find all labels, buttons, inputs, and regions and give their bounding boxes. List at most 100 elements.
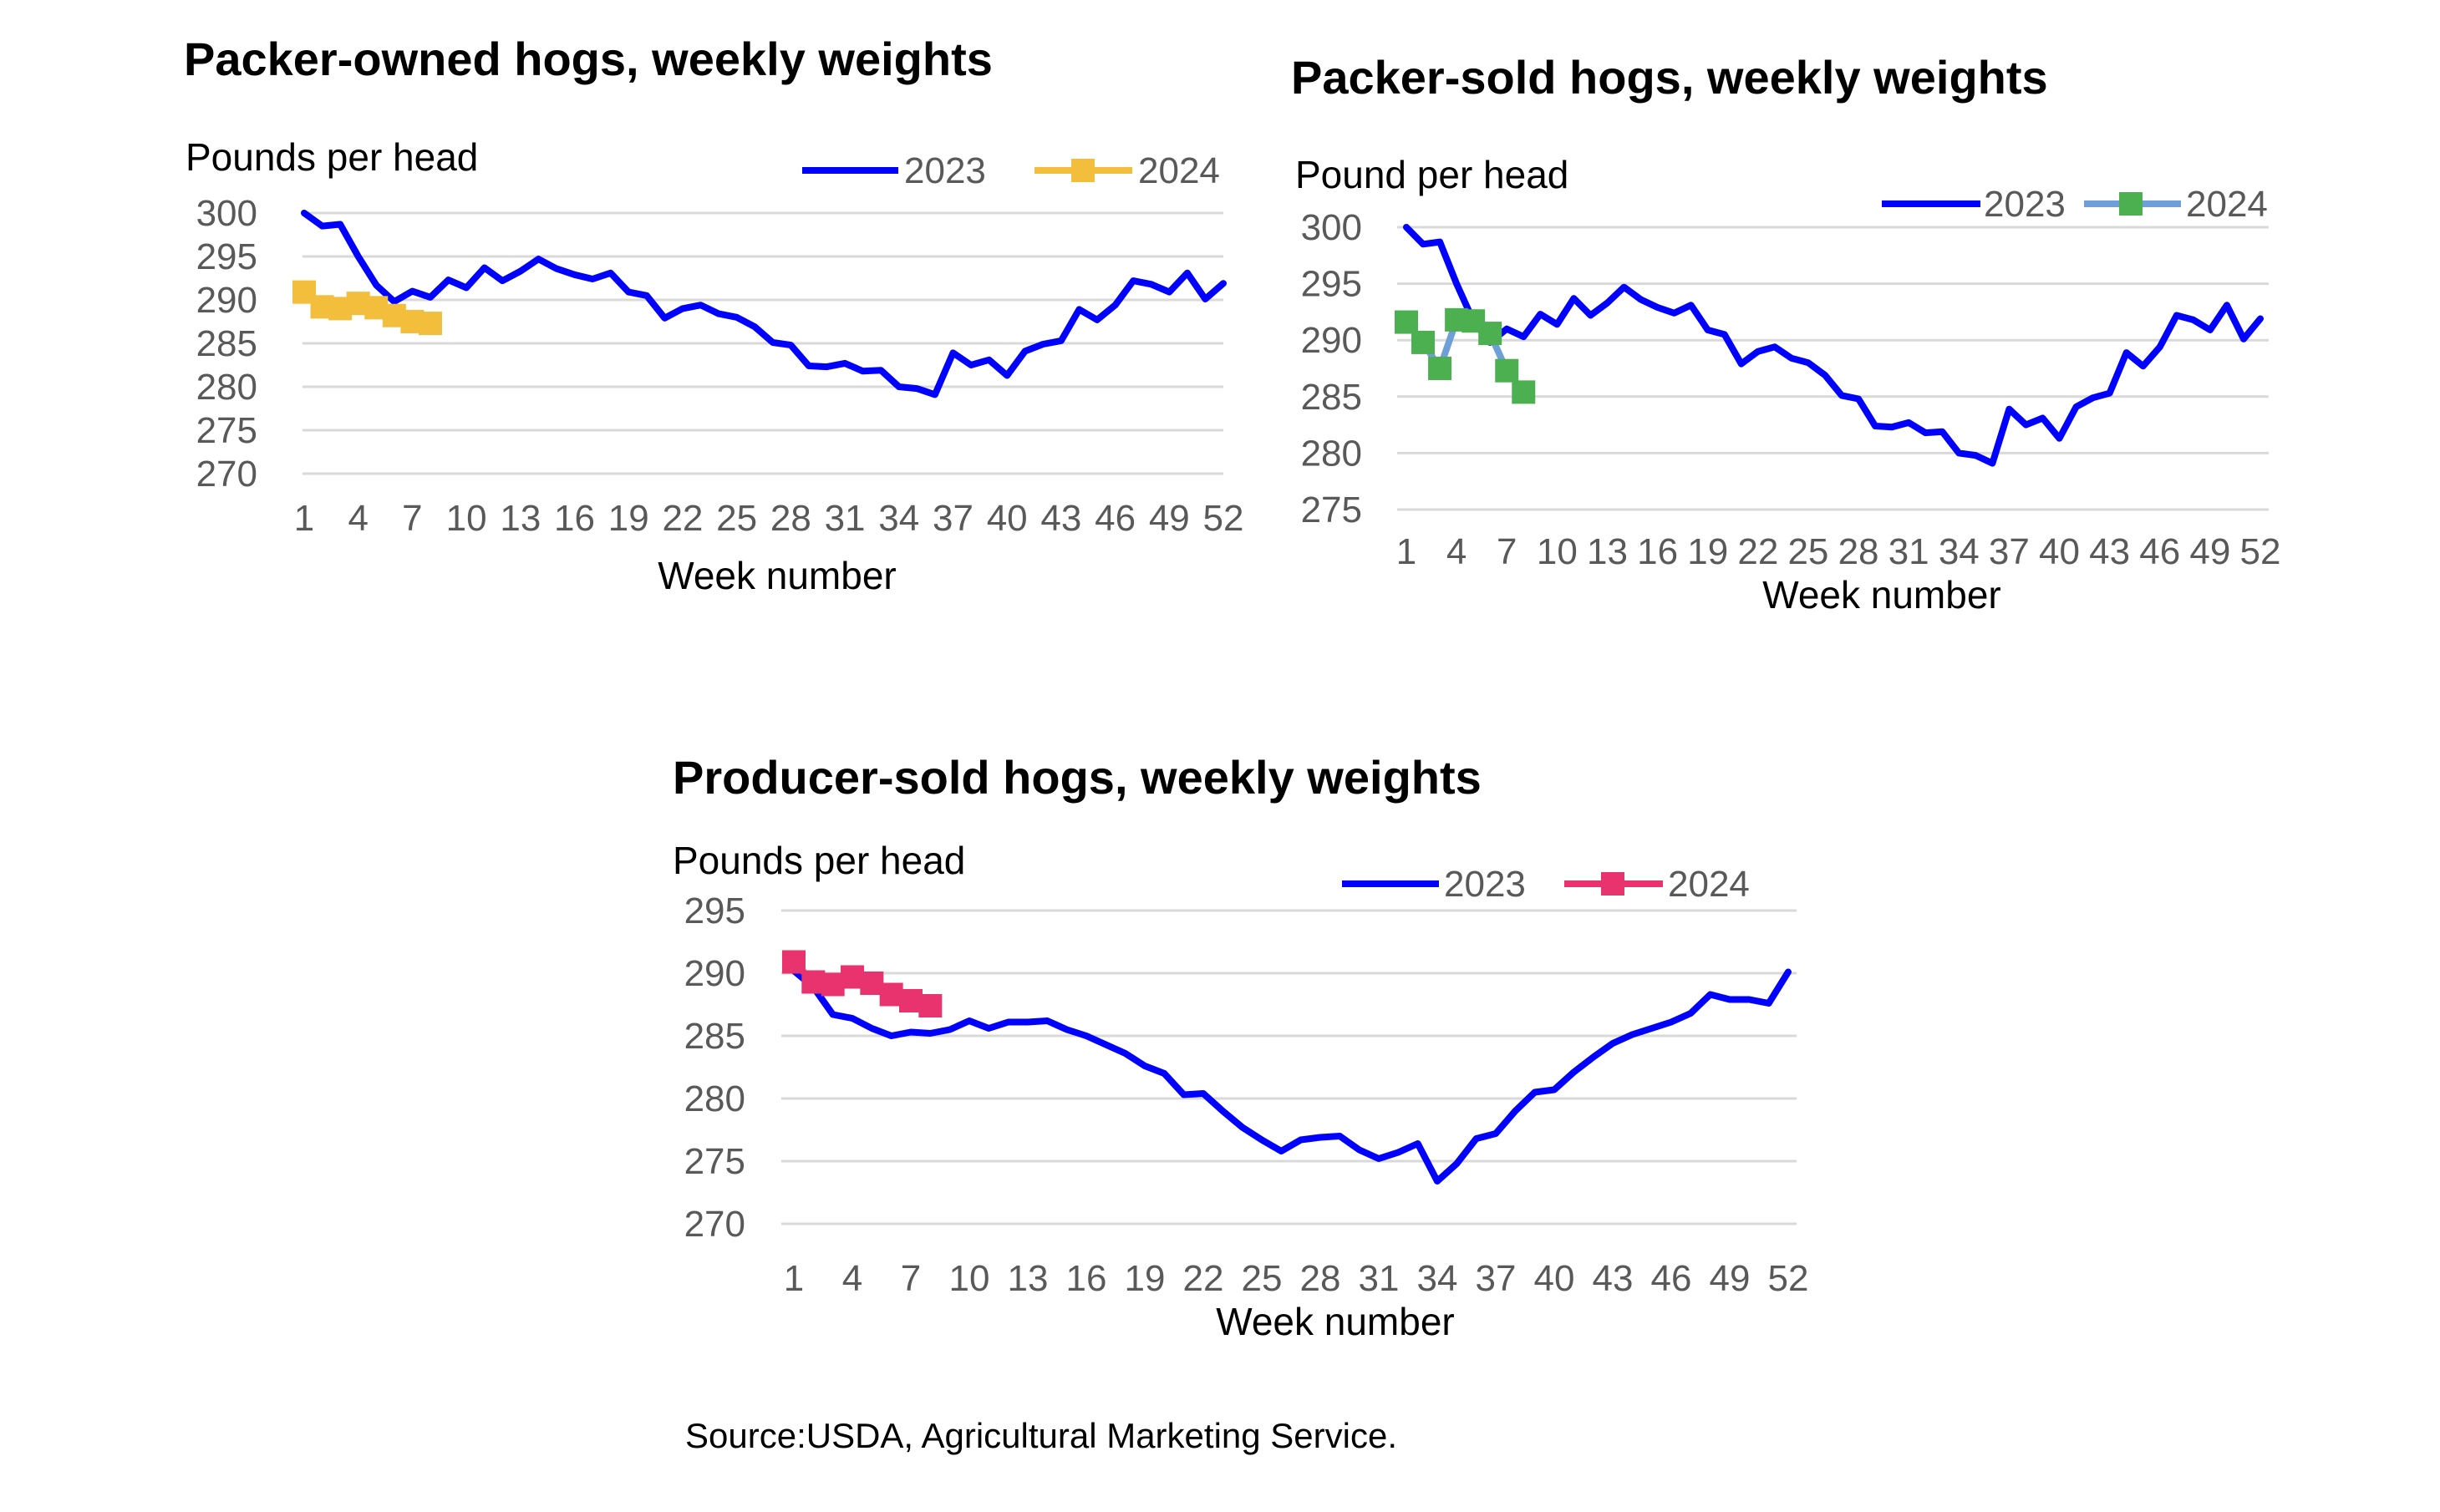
- y-tick-label: 285: [684, 1016, 745, 1057]
- series-2024-point: [918, 994, 943, 1017]
- x-tick-label: 7: [901, 1258, 921, 1299]
- x-tick-label: 52: [1203, 498, 1244, 539]
- x-tick-label: 16: [1066, 1258, 1107, 1299]
- series-2024-point: [1478, 322, 1502, 346]
- x-tick-label: 49: [1149, 498, 1190, 539]
- x-tick-label: 25: [1242, 1258, 1283, 1299]
- x-tick-label: 43: [1593, 1258, 1634, 1299]
- x-tick-label: 46: [1095, 498, 1136, 539]
- legend-2023-label: 2023: [1444, 864, 1526, 905]
- x-axis-label: Week number: [1216, 1300, 1455, 1343]
- x-tick-label: 40: [2039, 531, 2080, 572]
- chart-title: Packer-owned hogs, weekly weights: [184, 33, 993, 85]
- series-2024-point: [1428, 357, 1452, 380]
- x-tick-label: 22: [1183, 1258, 1224, 1299]
- y-tick-label: 295: [684, 890, 745, 931]
- y-tick-label: 270: [684, 1204, 745, 1245]
- chart-packer-sold: Packer-sold hogs, weekly weights Pound p…: [1291, 51, 2280, 616]
- x-tick-label: 31: [825, 498, 866, 539]
- x-tick-label: 13: [1008, 1258, 1049, 1299]
- x-tick-label: 16: [1637, 531, 1678, 572]
- x-tick-label: 46: [1651, 1258, 1692, 1299]
- x-tick-label: 37: [1989, 531, 2030, 572]
- x-axis-label: Week number: [658, 554, 897, 597]
- y-tick-label: 295: [1301, 264, 1362, 305]
- x-tick-label: 16: [554, 498, 595, 539]
- series-2023-line: [301, 210, 1227, 398]
- y-tick-label: 275: [1301, 490, 1362, 530]
- x-tick-label: 37: [1476, 1258, 1517, 1299]
- y-tick-label: 285: [196, 323, 257, 364]
- x-tick-label: 31: [1888, 531, 1929, 572]
- x-tick-label: 4: [1446, 531, 1467, 572]
- x-tick-label: 52: [2240, 531, 2281, 572]
- series-2024-point: [418, 312, 442, 336]
- x-tick-label: 10: [949, 1258, 990, 1299]
- x-tick-label: 28: [1838, 531, 1879, 572]
- legend: 2023 2024: [1882, 184, 2268, 225]
- x-tick-label: 46: [2139, 531, 2180, 572]
- y-axis-unit-label: Pounds per head: [673, 839, 965, 882]
- x-tick-label: 10: [446, 498, 487, 539]
- y-tick-label: 290: [684, 953, 745, 994]
- x-tick-label: 25: [1787, 531, 1828, 572]
- x-tick-label: 19: [1687, 531, 1728, 572]
- x-tick-label: 52: [1768, 1258, 1809, 1299]
- x-tick-label: 7: [402, 498, 422, 539]
- x-tick-label: 4: [348, 498, 368, 539]
- legend-2024-marker-swatch: [1601, 872, 1624, 896]
- legend-2024-label: 2024: [1138, 150, 1220, 191]
- legend-2024-label: 2024: [1668, 864, 1750, 905]
- y-tick-label: 275: [196, 410, 257, 451]
- y-tick-label: 280: [684, 1078, 745, 1119]
- y-axis-unit-label: Pound per head: [1295, 153, 1568, 196]
- x-tick-label: 49: [2189, 531, 2230, 572]
- legend-2024-marker-swatch: [1071, 159, 1095, 182]
- series-2024-point: [1512, 380, 1536, 404]
- legend-2023-label: 2023: [904, 150, 986, 191]
- x-tick-label: 22: [662, 498, 703, 539]
- x-tick-label: 13: [500, 498, 541, 539]
- legend-2023-label: 2023: [1984, 184, 2066, 225]
- x-tick-label: 28: [1300, 1258, 1341, 1299]
- series-2024-point: [801, 970, 826, 994]
- legend-2024-marker-swatch: [2119, 192, 2143, 216]
- x-tick-label: 34: [878, 498, 919, 539]
- series-2024-point: [782, 950, 806, 974]
- y-tick-label: 275: [684, 1141, 745, 1182]
- y-axis-unit-label: Pounds per head: [186, 135, 478, 179]
- x-tick-label: 1: [294, 498, 314, 539]
- chart-title: Producer-sold hogs, weekly weights: [673, 751, 1482, 804]
- y-tick-label: 290: [1301, 320, 1362, 361]
- chart-title: Packer-sold hogs, weekly weights: [1291, 51, 2048, 104]
- y-tick-label: 270: [196, 454, 257, 495]
- x-axis-label: Week number: [1762, 573, 2001, 616]
- x-tick-label: 22: [1737, 531, 1778, 572]
- x-tick-label: 40: [987, 498, 1028, 539]
- y-tick-label: 300: [196, 193, 257, 234]
- x-tick-label: 4: [842, 1258, 862, 1299]
- y-tick-label: 280: [1301, 433, 1362, 474]
- y-tick-label: 285: [1301, 377, 1362, 418]
- source-note: Source:USDA, Agricultural Marketing Serv…: [685, 1416, 1397, 1455]
- series-2023-line: [1403, 224, 2264, 467]
- y-tick-label: 295: [196, 236, 257, 277]
- x-tick-label: 49: [1710, 1258, 1751, 1299]
- x-tick-label: 1: [784, 1258, 804, 1299]
- plot-area: 300 295 290 285 280 275 1 4 7 10 13 16 19 22 25 28 31 34 3…: [1301, 207, 2281, 572]
- y-tick-label: 280: [196, 367, 257, 408]
- x-tick-label: 1: [1396, 531, 1416, 572]
- x-tick-label: 19: [608, 498, 649, 539]
- x-tick-label: 40: [1534, 1258, 1575, 1299]
- plot-area: 295 290 285 280 275 270 1 4 7 10 13 16 19 22 25 28 31 34 3…: [684, 890, 1809, 1299]
- y-tick-label: 300: [1301, 207, 1362, 248]
- y-tick-label: 290: [196, 280, 257, 321]
- series-2024-point: [1395, 310, 1418, 334]
- x-tick-label: 43: [1040, 498, 1081, 539]
- x-tick-label: 13: [1587, 531, 1628, 572]
- legend: 2023 2024: [802, 150, 1220, 191]
- series-2024-point: [1411, 330, 1436, 354]
- chart-packer-owned: Packer-owned hogs, weekly weights Pounds…: [184, 33, 1243, 597]
